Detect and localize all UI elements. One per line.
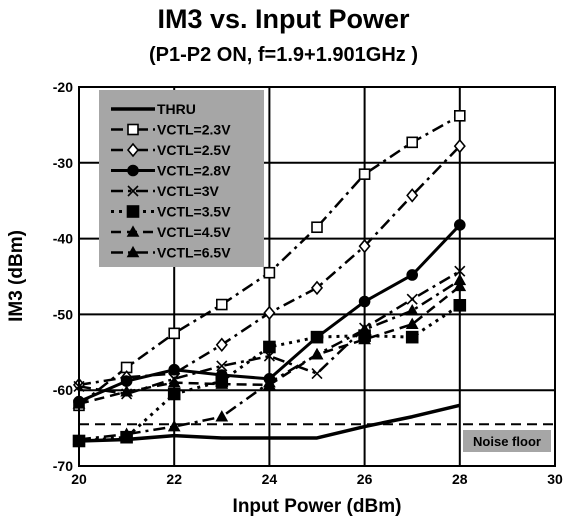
data-point-vctl-3v-stroke [216, 360, 228, 372]
data-point-vctl-2-5v [263, 305, 276, 321]
data-point-vctl-6-5v [167, 419, 181, 432]
legend-item-vctl-6-5v: VCTL=6.5V [111, 245, 231, 261]
data-point-vctl-6-5v [453, 273, 467, 286]
legend-marker-vctl-2-8v [127, 164, 139, 177]
x-tick-label: 28 [452, 471, 468, 487]
y-tick-label: -60 [53, 382, 73, 398]
legend-label-vctl-2-8v: VCTL=2.8V [157, 163, 231, 179]
data-point-vctl-2-3v [406, 136, 419, 149]
data-point-vctl-6-5v [405, 303, 419, 316]
data-point-vctl-3v-stroke [406, 293, 418, 305]
y-tick-label: -20 [53, 79, 73, 95]
legend-item-vctl-4-5v: VCTL=4.5V [111, 224, 231, 240]
data-point-vctl-3-5v [310, 330, 324, 344]
legend-marker-vctl-4-5v [126, 225, 140, 237]
legend-item-vctl-2-5v: VCTL=2.5V [111, 142, 231, 158]
legend-item-vctl-3-5v: VCTL=3.5V [111, 204, 231, 220]
x-tick-label: 20 [71, 471, 87, 487]
data-point-vctl-6-5v [120, 427, 133, 439]
legend-item-vctl-2-3v: VCTL=2.3V [111, 122, 231, 138]
data-point-vctl-6-5v [263, 375, 276, 388]
series-vctl-6-5v [72, 273, 467, 445]
data-point-vctl-3-5v [453, 299, 467, 312]
legend-item-vctl-2-8v: VCTL=2.8V [111, 163, 231, 179]
data-point-vctl-2-5v [310, 280, 324, 296]
data-point-vctl-4-5v [405, 317, 419, 330]
data-point-vctl-4-5v [120, 385, 133, 397]
series-group [72, 110, 467, 448]
x-tick-label: 30 [547, 471, 563, 487]
data-point-vctl-2-3v [263, 266, 276, 279]
x-tick-label: 24 [262, 471, 278, 487]
x-tick-label: 26 [357, 471, 373, 487]
data-point-vctl-3v-stroke [311, 367, 323, 380]
data-point-vctl-2-8v [120, 375, 133, 387]
legend-label-vctl-4-5v: VCTL=4.5V [157, 224, 231, 240]
data-point-vctl-2-3v [358, 168, 371, 180]
data-point-vctl-4-5v [215, 377, 229, 389]
data-point-vctl-6-5v [358, 322, 371, 335]
data-point-vctl-4-5v [358, 332, 371, 345]
noise-floor-label: Noise floor [473, 434, 541, 449]
axis-ticks: 20 22 24 26 28 30 -20 -30 -40 -50 -60 -70 [53, 79, 563, 487]
series-thru [78, 403, 461, 443]
legend-label-vctl-3-5v: VCTL=3.5V [157, 204, 231, 220]
series-line-thru [78, 403, 461, 443]
data-point-vctl-3v [311, 367, 323, 380]
data-point-vctl-3v [454, 265, 466, 277]
x-tick-label: 22 [166, 471, 182, 487]
data-point-vctl-6-5v [310, 347, 324, 360]
data-point-vctl-2-3v [216, 298, 228, 311]
data-point-vctl-3-5v [263, 340, 276, 354]
legend-marker-vctl-3v-stroke [127, 185, 139, 197]
data-point-vctl-2-8v [406, 269, 419, 281]
legend-marker-vctl-6-5v [126, 245, 140, 258]
y-tick-label: -50 [53, 306, 73, 322]
data-point-vctl-4-5v [167, 375, 181, 388]
data-point-vctl-2-5v [358, 238, 371, 254]
data-point-vctl-3v [406, 293, 418, 305]
legend-marker-vctl-3-5v [126, 205, 140, 218]
data-point-vctl-3-5v [167, 387, 181, 401]
y-tick-label: -30 [53, 155, 73, 171]
data-point-vctl-2-3v [453, 110, 466, 122]
y-axis-label: IM3 (dBm) [6, 230, 27, 322]
legend: THRU VCTL=2.3V VCTL=2.5V VCTL=2.8V VCTL=3V VC… [99, 90, 264, 267]
data-point-vctl-2-5v [453, 138, 466, 154]
data-point-vctl-2-8v [453, 219, 466, 231]
legend-marker-vctl-2-3v [127, 123, 139, 136]
data-point-vctl-2-3v [168, 327, 180, 340]
y-tick-label: -40 [53, 231, 73, 247]
data-point-vctl-3v [216, 360, 228, 372]
data-point-vctl-2-8v [358, 295, 371, 308]
y-tick-label: -70 [53, 458, 73, 474]
data-point-vctl-2-8v [168, 363, 180, 376]
data-point-vctl-3-5v [405, 330, 419, 344]
data-point-vctl-2-5v [215, 337, 228, 352]
data-point-vctl-2-3v [311, 221, 323, 234]
x-axis-label: Input Power (dBm) [233, 496, 402, 517]
data-point-vctl-3v-stroke [454, 265, 466, 277]
legend-item-vctl-3v: VCTL=3V [111, 183, 220, 199]
data-point-vctl-2-5v [406, 188, 419, 203]
legend-label-vctl-3v: VCTL=3V [157, 183, 220, 199]
data-point-vctl-4-5v [453, 279, 467, 292]
legend-label-vctl-2-3v: VCTL=2.3V [157, 122, 231, 138]
legend-item-thru: THRU [111, 101, 196, 117]
data-point-vctl-6-5v [215, 410, 229, 422]
legend-marker-vctl-3v [127, 185, 139, 197]
chart-subtitle: (P1-P2 ON, f=1.9+1.901GHz ) [148, 44, 418, 66]
legend-label-vctl-2-5v: VCTL=2.5V [157, 142, 231, 158]
plot-frame [78, 86, 556, 467]
legend-label-thru: THRU [157, 101, 196, 117]
chart-title: IM3 vs. Input Power [157, 4, 410, 34]
legend-marker-vctl-2-5v [126, 142, 140, 158]
legend-label-vctl-6-5v: VCTL=6.5V [157, 245, 231, 261]
legend-box [99, 90, 264, 267]
noise-floor-label-bg [463, 430, 551, 452]
noise-floor-group: Noise floor [79, 423, 555, 452]
